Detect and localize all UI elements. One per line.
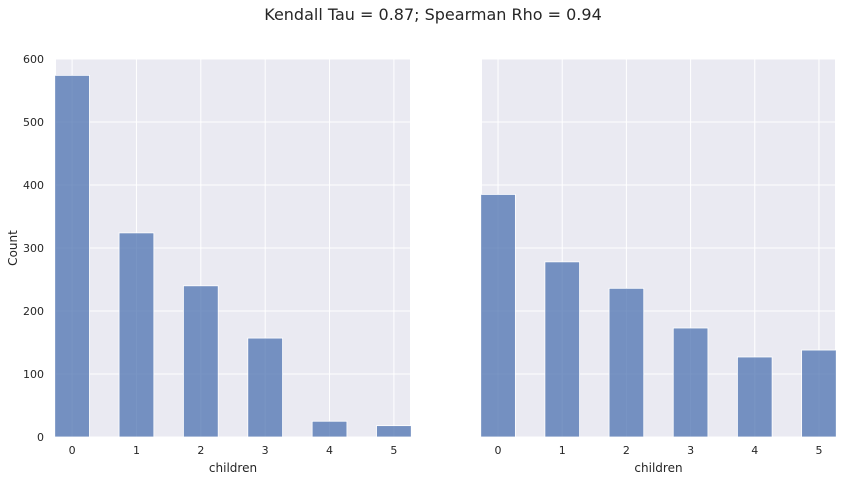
bar-5 — [801, 349, 837, 438]
x-tick-label: 1 — [559, 444, 566, 457]
bar-0 — [54, 74, 90, 438]
x-axis-label: children — [209, 461, 257, 475]
y-tick-label: 600 — [23, 53, 44, 66]
bar-3 — [672, 327, 709, 438]
bar-1 — [118, 232, 155, 438]
bar-3 — [247, 337, 283, 438]
x-tick-label: 3 — [262, 444, 269, 457]
y-axis-label: Count — [6, 230, 20, 266]
x-tick-label: 1 — [133, 444, 140, 457]
bar-2 — [183, 285, 219, 438]
bar-2 — [608, 287, 645, 438]
y-tick-label: 400 — [23, 179, 44, 192]
x-tick-label: 0 — [495, 444, 502, 457]
bar-4 — [311, 420, 348, 438]
chart-panel-2: 0 1 2 3 4 5 children — [480, 58, 837, 475]
x-tick-label: 5 — [390, 444, 397, 457]
chart-panel-1: 0 1 2 3 4 5 0 100 200 300 400 500 600 children Count — [6, 53, 412, 475]
figure-title: Kendall Tau = 0.87; Spearman Rho = 0.94 — [264, 5, 602, 24]
x-axis-label: children — [634, 461, 682, 475]
x-tick-label: 4 — [326, 444, 333, 457]
y-tick-label: 300 — [23, 242, 44, 255]
bar-4 — [737, 356, 773, 438]
x-tick-label: 3 — [687, 444, 694, 457]
x-tick-label: 0 — [69, 444, 76, 457]
bar-5 — [376, 425, 412, 438]
x-tick-label: 2 — [197, 444, 204, 457]
x-tick-label: 2 — [623, 444, 630, 457]
y-tick-label: 500 — [23, 116, 44, 129]
x-tick-label: 4 — [751, 444, 758, 457]
y-tick-label: 0 — [37, 431, 44, 444]
x-tick-label: 5 — [815, 444, 822, 457]
bar-1 — [544, 261, 580, 438]
y-tick-label: 200 — [23, 305, 44, 318]
y-tick-label: 100 — [23, 368, 44, 381]
bar-0 — [480, 194, 516, 438]
